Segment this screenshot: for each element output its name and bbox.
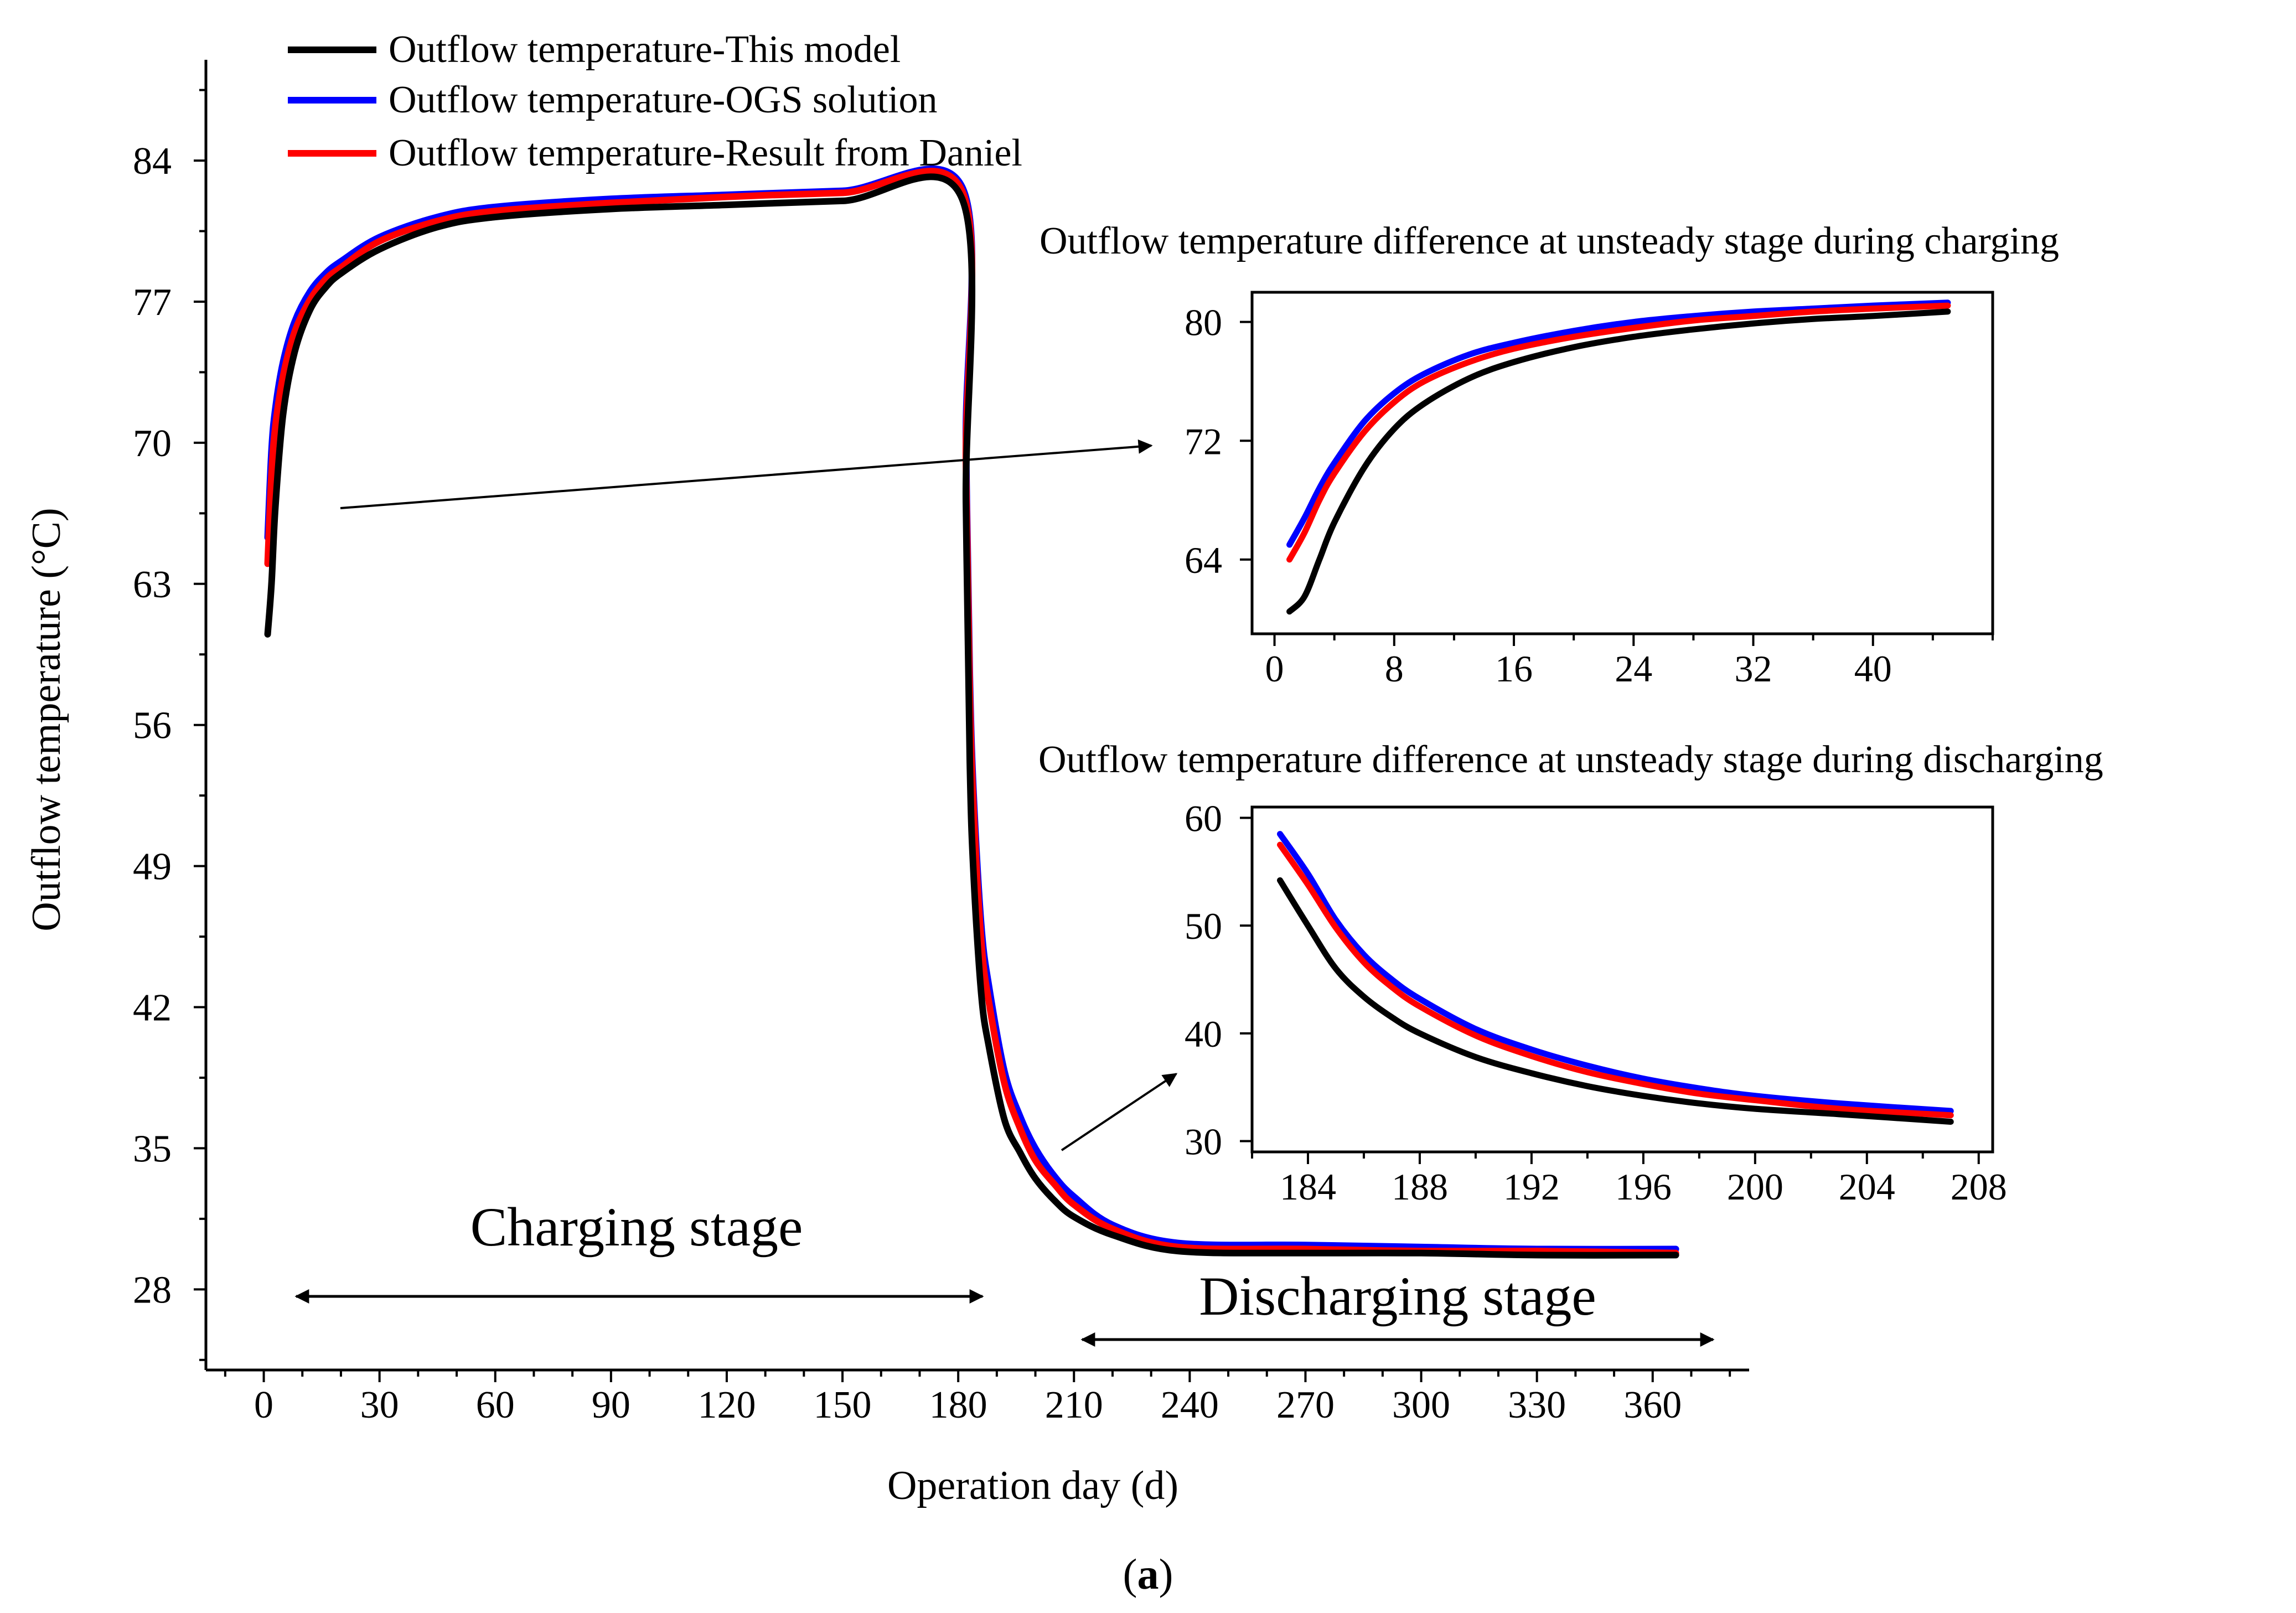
charging-inset-title: Outflow temperature difference at unstea… — [1040, 220, 2059, 262]
main-chart: 0 30 60 90 120 150 180 210 240 270 300 330 360 28354… — [24, 28, 1749, 1508]
main-x-axis-label: Operation day (d) — [887, 1463, 1178, 1508]
inset-charging-x-tick-label: 0 — [1265, 648, 1284, 690]
inset-discharging-x-tick-label: 204 — [1839, 1166, 1895, 1208]
main-y-ticks: 28 35 42 49 56 63 70 77 84 — [133, 89, 206, 1361]
main-x-tick-label: 210 — [1045, 1384, 1103, 1426]
main-y-tick-label: 56 — [133, 705, 172, 747]
inset-discharging-series-this-model — [1276, 877, 1954, 1125]
discharging-inset-frame — [1250, 805, 1994, 1154]
charging-inset-x-ticks: 0 8 16 24 32 40 — [1265, 634, 1994, 690]
legend-label-ogs-solution: Outflow temperature-OGS solution — [389, 79, 937, 121]
figure-label: (a) — [1123, 1550, 1173, 1598]
charging-stage-label: Charging stage — [470, 1196, 803, 1258]
main-y-tick-label: 63 — [133, 563, 172, 606]
discharging-stage-annotation: Discharging stage — [1080, 1265, 1715, 1347]
main-y-tick-label: 49 — [133, 846, 172, 888]
discharging-inset-y-ticks: 30 40 50 60 — [1185, 797, 1252, 1163]
inset-discharging-x-tick-label: 188 — [1392, 1166, 1448, 1208]
legend-label-this-model: Outflow temperature-This model — [389, 28, 901, 71]
discharging-inset-x-ticks: 184 188 192 196 200 204 208 — [1251, 1152, 2007, 1208]
main-x-tick-label: 0 — [254, 1384, 273, 1426]
discharging-inset: Outflow temperature difference at unstea… — [1038, 738, 2103, 1208]
inset-charging-series-ogs-solution — [1286, 299, 1951, 548]
inset-discharging-y-tick-label: 60 — [1185, 797, 1222, 839]
charging-inset-y-ticks: 64 72 80 — [1185, 302, 1252, 581]
inset-discharging-x-tick-label: 196 — [1615, 1166, 1672, 1208]
main-x-tick-label: 330 — [1508, 1384, 1566, 1426]
main-series-this-model — [264, 173, 1679, 1259]
inset-discharging-y-tick-label: 30 — [1185, 1121, 1222, 1163]
inset-discharging-x-tick-label: 208 — [1951, 1166, 2007, 1208]
inset-charging-x-tick-label: 24 — [1615, 648, 1652, 690]
inset-charging-series-this-model — [1286, 308, 1951, 615]
discharging-stage-label: Discharging stage — [1199, 1265, 1596, 1327]
inset-charging-y-tick-label: 64 — [1185, 539, 1222, 581]
main-legend: Outflow temperature-This model Outflow t… — [288, 28, 1022, 174]
main-axes — [204, 60, 1749, 1372]
main-x-tick-label: 360 — [1623, 1384, 1682, 1426]
pointer-arrow-to-charging-inset — [340, 439, 1153, 509]
main-y-tick-label: 28 — [133, 1269, 172, 1311]
inset-charging-y-tick-label: 72 — [1185, 420, 1222, 462]
main-x-tick-label: 150 — [814, 1384, 872, 1426]
inset-charging-series-result-from-daniel — [1286, 302, 1951, 563]
main-x-ticks: 0 30 60 90 120 150 180 210 240 270 300 330 360 — [224, 1370, 1731, 1426]
main-y-tick-label: 84 — [133, 140, 172, 183]
main-x-tick-label: 60 — [476, 1384, 515, 1426]
inset-charging-x-tick-label: 8 — [1385, 648, 1404, 690]
inset-discharging-series-result-from-daniel — [1276, 841, 1954, 1119]
discharging-inset-title: Outflow temperature difference at unstea… — [1038, 738, 2103, 781]
inset-charging-y-tick-label: 80 — [1185, 302, 1222, 344]
main-y-tick-label: 77 — [133, 281, 172, 324]
main-x-tick-label: 90 — [592, 1384, 630, 1426]
main-x-tick-label: 240 — [1161, 1384, 1219, 1426]
main-y-tick-label: 35 — [133, 1128, 172, 1170]
main-x-tick-label: 300 — [1392, 1384, 1450, 1426]
figure-label-open-paren: ( — [1123, 1550, 1137, 1598]
figure-label-letter: a — [1137, 1550, 1159, 1598]
charging-stage-annotation: Charging stage — [294, 1196, 984, 1304]
main-series — [264, 166, 1679, 1259]
charging-inset-series — [1286, 299, 1951, 615]
inset-charging-x-tick-label: 16 — [1495, 648, 1533, 690]
main-y-tick-label: 42 — [133, 987, 172, 1030]
charging-inset: Outflow temperature difference at unstea… — [1040, 220, 2059, 690]
main-x-tick-label: 120 — [697, 1384, 756, 1426]
inset-discharging-series-ogs-solution — [1276, 831, 1954, 1114]
inset-discharging-y-tick-label: 50 — [1185, 905, 1222, 947]
inset-discharging-x-tick-label: 192 — [1503, 1166, 1560, 1208]
charging-inset-frame — [1250, 291, 1994, 635]
inset-charging-x-tick-label: 40 — [1854, 648, 1892, 690]
inset-discharging-y-tick-label: 40 — [1185, 1013, 1222, 1055]
pointer-arrow-to-discharging-inset — [1061, 1073, 1178, 1151]
inset-charging-x-tick-label: 32 — [1735, 648, 1772, 690]
legend-label-result-daniel: Outflow temperature-Result from Daniel — [389, 132, 1022, 174]
main-x-tick-label: 30 — [360, 1384, 399, 1426]
inset-discharging-x-tick-label: 184 — [1280, 1166, 1336, 1208]
inset-discharging-x-tick-label: 200 — [1727, 1166, 1783, 1208]
main-x-tick-label: 180 — [929, 1384, 987, 1426]
main-x-tick-label: 270 — [1276, 1384, 1335, 1426]
discharging-inset-series — [1276, 831, 1954, 1125]
main-y-tick-label: 70 — [133, 422, 172, 465]
figure-label-close-paren: ) — [1159, 1550, 1173, 1598]
main-y-axis-label: Outflow temperature (°C) — [24, 508, 69, 931]
